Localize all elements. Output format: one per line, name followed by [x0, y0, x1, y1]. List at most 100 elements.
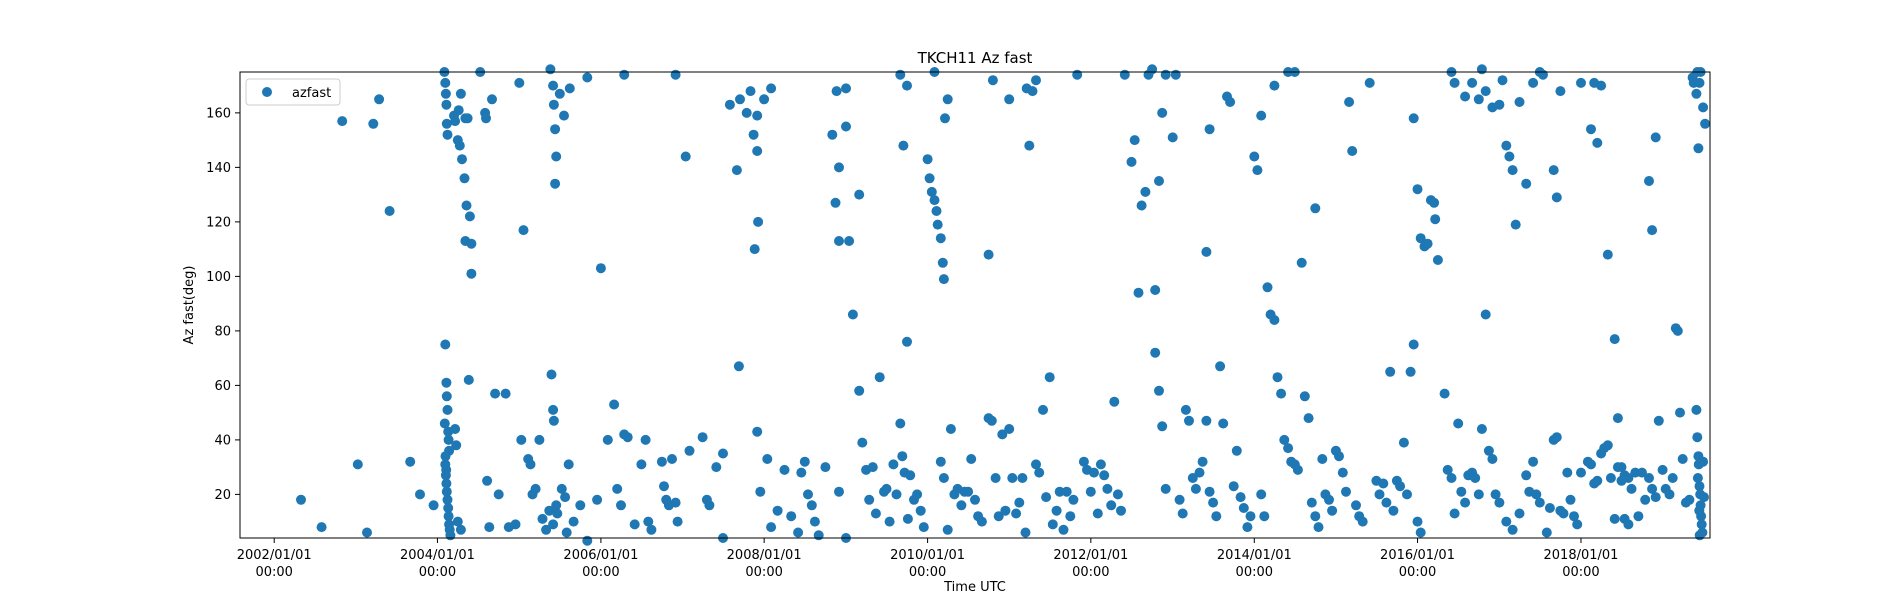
- data-point: [1238, 503, 1249, 513]
- data-point: [550, 178, 561, 189]
- x-tick-time: 00:00: [255, 565, 292, 580]
- data-point: [1612, 462, 1623, 473]
- data-point: [1204, 124, 1215, 135]
- data-point: [1521, 470, 1532, 481]
- data-point: [672, 516, 683, 527]
- data-point: [1432, 255, 1443, 265]
- data-point: [1378, 478, 1389, 489]
- data-point: [1470, 473, 1481, 483]
- data-point: [1555, 86, 1566, 97]
- data-point: [924, 173, 935, 184]
- data-point: [530, 483, 541, 494]
- data-point: [1228, 481, 1239, 492]
- data-point: [1565, 494, 1576, 505]
- data-point: [1184, 415, 1194, 426]
- data-point: [1245, 511, 1256, 522]
- data-point: [1497, 75, 1508, 86]
- data-point: [443, 511, 454, 522]
- data-point: [854, 189, 865, 200]
- data-point: [462, 113, 473, 124]
- x-tick-label: 2002/01/01: [237, 548, 312, 563]
- data-point: [733, 361, 744, 372]
- data-point: [1259, 511, 1270, 522]
- data-point: [1449, 77, 1460, 88]
- data-point: [915, 505, 926, 516]
- data-point: [1388, 505, 1399, 516]
- data-point: [1592, 137, 1603, 148]
- data-point: [897, 451, 908, 462]
- data-point: [1174, 494, 1185, 505]
- data-point: [1514, 508, 1525, 519]
- data-point: [1548, 165, 1559, 176]
- data-point: [942, 524, 953, 535]
- y-axis: 20 40 60 80 100 120 140 160: [206, 106, 240, 503]
- data-point: [929, 195, 940, 206]
- data-point: [937, 257, 948, 268]
- data-point: [1633, 511, 1644, 522]
- data-point: [1102, 483, 1113, 494]
- data-point: [1694, 530, 1705, 541]
- data-point: [1572, 519, 1583, 530]
- data-point: [827, 129, 838, 140]
- data-point: [942, 94, 953, 105]
- data-point: [976, 516, 987, 527]
- data-point: [670, 497, 681, 508]
- data-point: [1510, 219, 1521, 230]
- data-point: [786, 511, 797, 522]
- data-point: [820, 462, 831, 473]
- data-point: [1692, 473, 1703, 483]
- data-point: [441, 99, 452, 110]
- data-point: [1031, 459, 1041, 470]
- data-point: [902, 336, 912, 347]
- data-point: [762, 454, 773, 464]
- data-point: [986, 415, 997, 426]
- data-point: [922, 154, 933, 165]
- x-tick-time: 00:00: [745, 565, 782, 580]
- data-point: [1521, 178, 1532, 189]
- data-point: [1544, 503, 1555, 513]
- data-point: [636, 459, 647, 470]
- x-axis: 2002/01/01 00:00 2004/01/01 00:00 2006/01/01…: [237, 538, 1618, 580]
- data-point: [1412, 516, 1423, 527]
- data-point: [1011, 508, 1022, 519]
- data-point: [1691, 404, 1702, 415]
- x-tick-label: 2014/01/01: [1217, 548, 1292, 563]
- data-point: [870, 508, 881, 519]
- data-point: [749, 244, 760, 255]
- data-point: [966, 454, 977, 464]
- data-point: [602, 434, 613, 445]
- data-point: [548, 80, 559, 91]
- data-point: [993, 511, 1004, 522]
- data-point: [1225, 97, 1236, 107]
- data-point: [296, 494, 306, 505]
- data-point: [1395, 481, 1406, 492]
- data-point: [466, 268, 477, 279]
- data-point: [741, 107, 752, 118]
- data-point: [537, 513, 548, 524]
- data-point: [442, 404, 453, 415]
- data-point: [884, 516, 895, 527]
- data-point: [481, 113, 491, 124]
- data-point: [1429, 197, 1440, 208]
- data-point: [1031, 75, 1041, 86]
- data-point: [1276, 388, 1287, 399]
- data-point: [1696, 519, 1707, 530]
- data-point: [1024, 140, 1035, 151]
- data-point: [1637, 467, 1647, 478]
- data-point: [1078, 456, 1089, 467]
- data-point: [518, 225, 529, 236]
- data-point: [1408, 339, 1419, 350]
- data-point: [905, 470, 916, 481]
- data-point: [443, 434, 454, 445]
- data-point: [441, 391, 452, 402]
- data-point: [1357, 516, 1368, 527]
- data-point: [1569, 511, 1579, 522]
- data-point: [834, 162, 844, 173]
- data-point: [1381, 497, 1392, 508]
- data-point: [551, 500, 562, 511]
- legend: azfast: [245, 78, 341, 106]
- data-point: [938, 473, 949, 483]
- data-point: [463, 374, 474, 385]
- data-point: [1501, 516, 1512, 527]
- data-point: [1514, 97, 1525, 107]
